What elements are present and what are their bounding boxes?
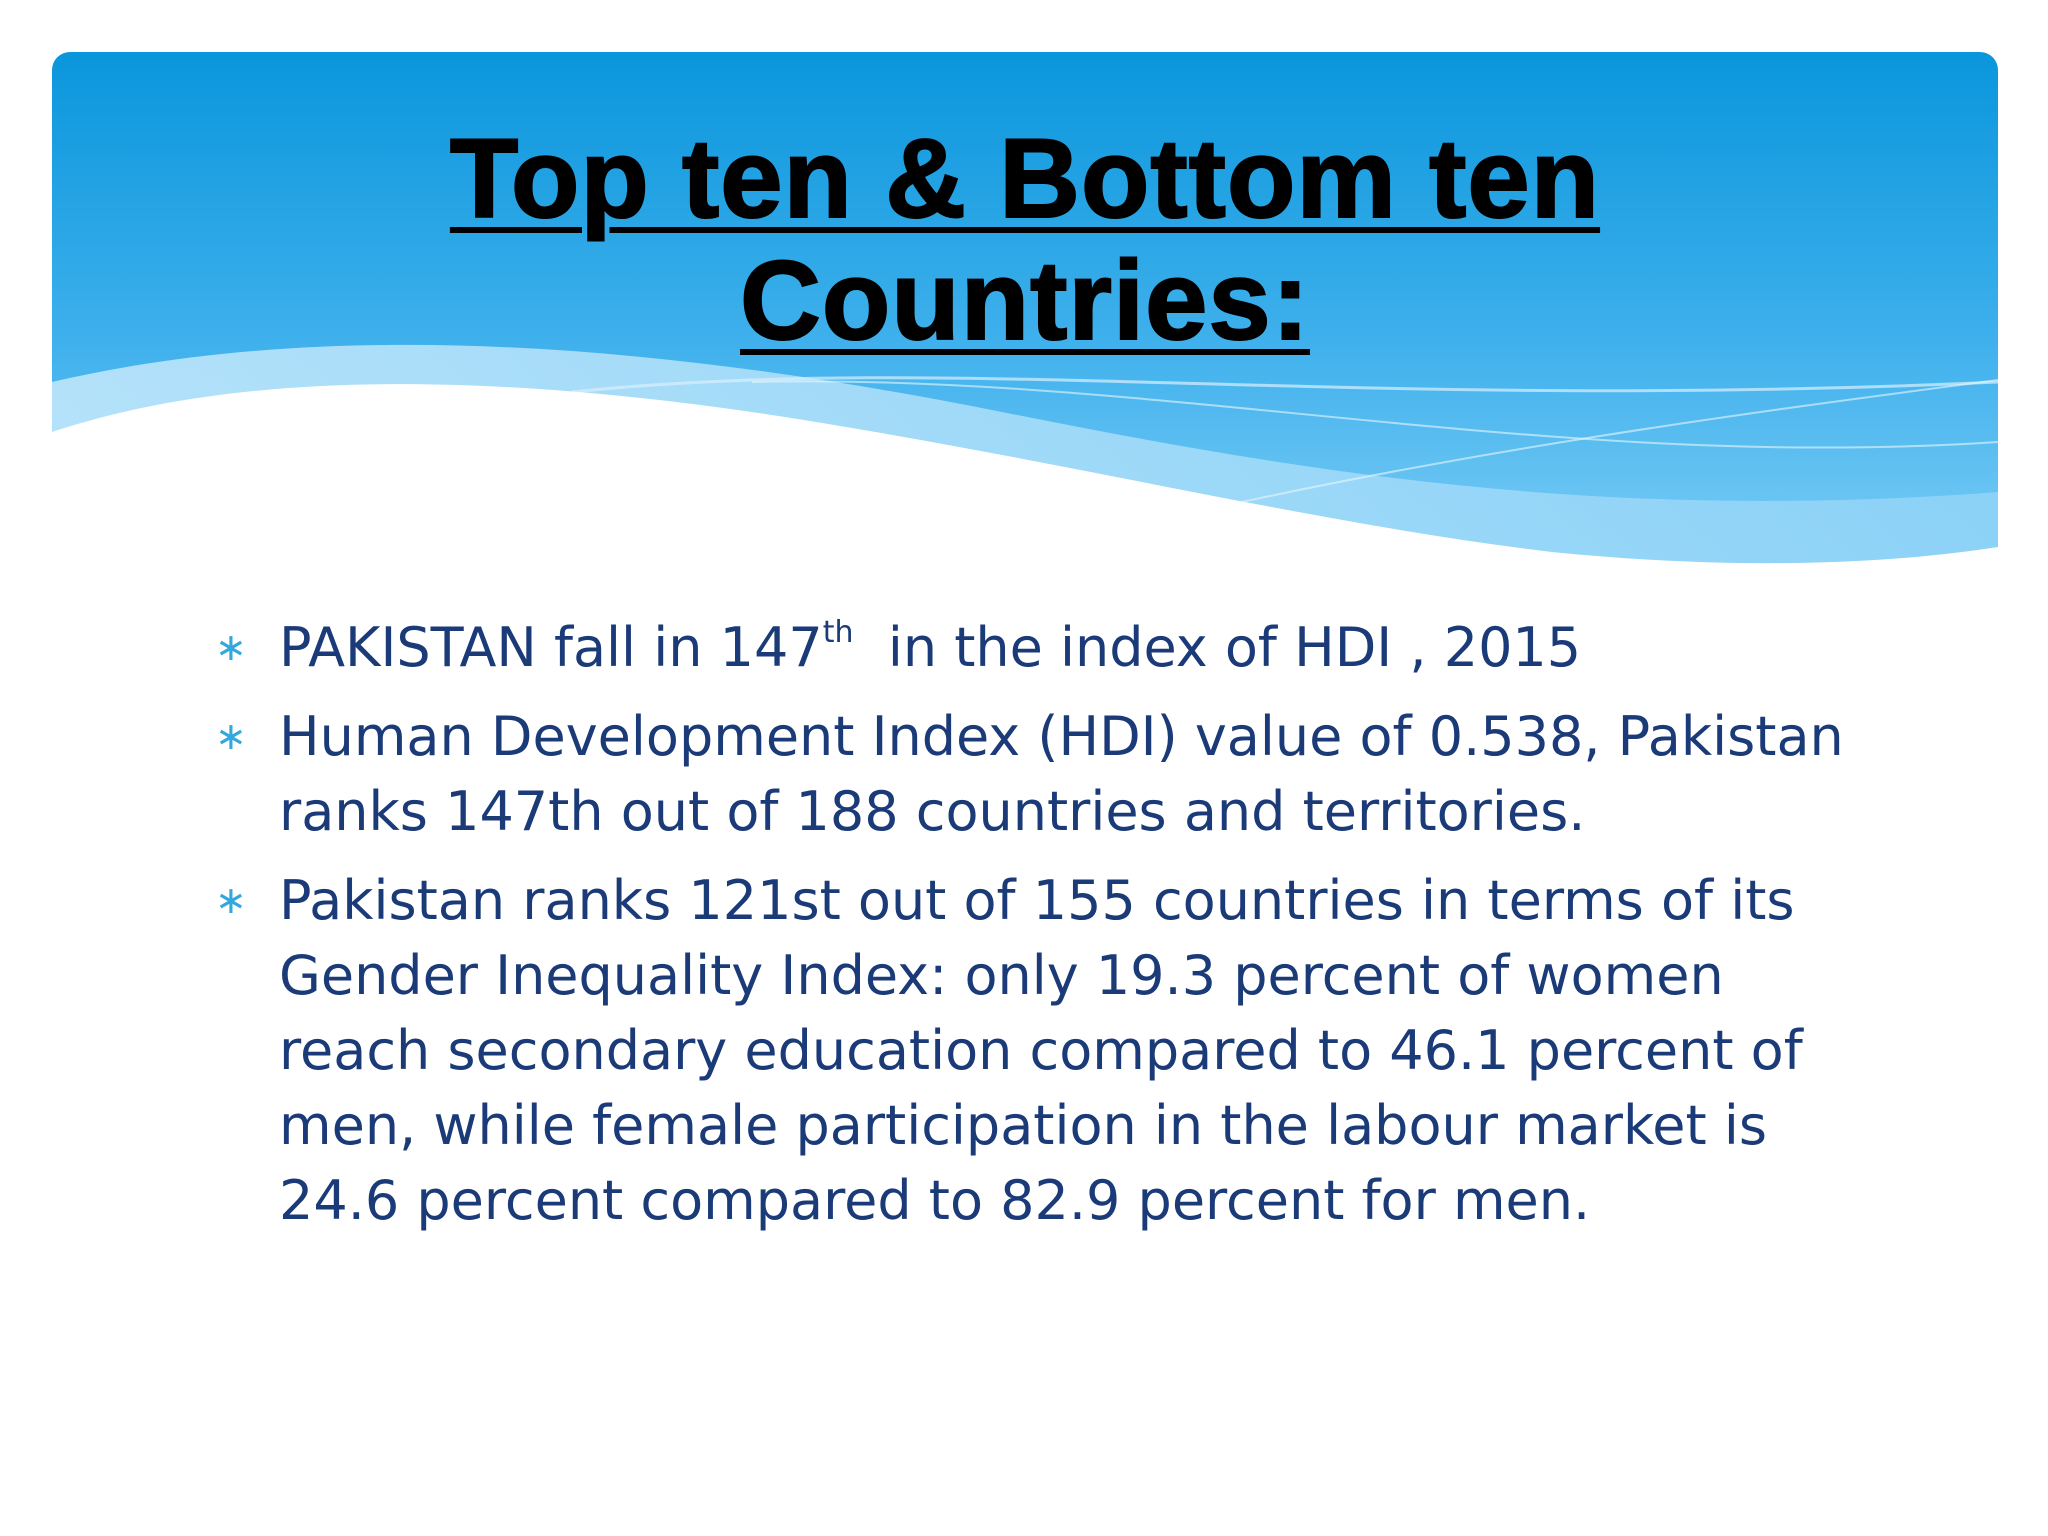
list-item: ∗ PAKISTAN fall in 147th in the index of… — [215, 610, 1855, 685]
bullet-text: Human Development Index (HDI) value of 0… — [279, 705, 1844, 843]
title-line-2: Countries: — [739, 238, 1310, 363]
bullet-text: Pakistan ranks 121st out of 155 countrie… — [279, 869, 1803, 1232]
bullet-text-pre: PAKISTAN fall in 147 — [279, 616, 823, 679]
bullet-text-post: in the index of HDI , 2015 — [853, 616, 1582, 679]
asterisk-bullet-icon: ∗ — [215, 625, 247, 669]
bullet-list: ∗ PAKISTAN fall in 147th in the index of… — [215, 610, 1855, 1252]
list-item: ∗ Human Development Index (HDI) value of… — [215, 699, 1855, 849]
ordinal-superscript: th — [822, 615, 854, 650]
title-line-1: Top ten & Bottom ten — [449, 116, 1601, 241]
wave-background — [52, 52, 1998, 572]
header-banner — [52, 52, 1998, 572]
slide-title: Top ten & Bottom ten Countries: — [52, 116, 1998, 363]
asterisk-bullet-icon: ∗ — [215, 714, 247, 758]
list-item: ∗ Pakistan ranks 121st out of 155 countr… — [215, 863, 1855, 1238]
asterisk-bullet-icon: ∗ — [215, 878, 247, 922]
